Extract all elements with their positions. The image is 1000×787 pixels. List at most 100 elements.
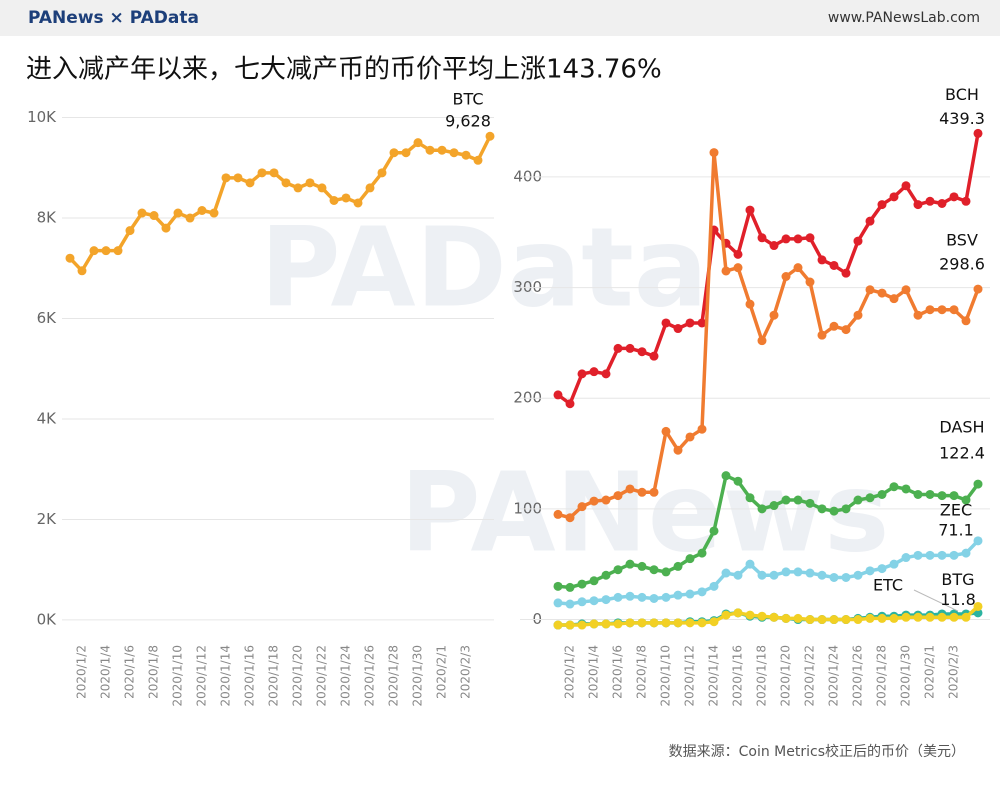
data-point bbox=[577, 369, 587, 379]
x-tick-label: 2020/1/14 bbox=[219, 645, 233, 707]
data-point bbox=[709, 148, 719, 158]
data-point bbox=[793, 567, 803, 577]
x-tick-label: 2020/2/3 bbox=[459, 645, 473, 699]
data-point bbox=[877, 288, 887, 298]
data-point bbox=[709, 581, 719, 591]
x-tick-label: 2020/1/26 bbox=[363, 645, 377, 707]
data-point bbox=[673, 590, 683, 600]
data-point bbox=[269, 168, 279, 178]
data-point bbox=[901, 181, 911, 191]
y-tick-label: 6K bbox=[37, 309, 58, 327]
data-point bbox=[649, 565, 659, 575]
data-point bbox=[125, 226, 135, 236]
data-point bbox=[649, 487, 659, 497]
data-point bbox=[937, 491, 947, 501]
data-point bbox=[485, 131, 495, 141]
leader-line bbox=[913, 589, 959, 612]
data-point bbox=[769, 570, 779, 580]
data-point bbox=[625, 618, 635, 628]
data-point bbox=[661, 567, 671, 577]
data-point bbox=[553, 620, 563, 630]
data-point bbox=[865, 566, 875, 576]
data-point bbox=[805, 498, 815, 508]
data-point bbox=[841, 615, 851, 625]
chart-title: 进入减产年以来，七大减产币的币价平均上涨143.76% bbox=[26, 55, 662, 85]
data-point bbox=[649, 351, 659, 361]
series-label: ZEC bbox=[940, 500, 972, 519]
data-point bbox=[589, 619, 599, 629]
y-tick-label: 4K bbox=[37, 409, 58, 427]
data-point bbox=[925, 550, 935, 560]
data-point bbox=[613, 343, 623, 353]
value-label: 11.8 bbox=[940, 590, 976, 609]
data-point bbox=[709, 526, 719, 536]
data-point bbox=[877, 489, 887, 499]
x-tick-label: 2020/1/2 bbox=[563, 645, 577, 699]
data-point bbox=[685, 318, 695, 328]
data-point bbox=[649, 593, 659, 603]
data-point bbox=[973, 536, 983, 546]
data-point bbox=[65, 253, 75, 263]
value-label: 71.1 bbox=[938, 520, 974, 539]
data-point bbox=[413, 138, 423, 148]
watermark: PANews bbox=[400, 448, 889, 576]
data-point bbox=[449, 148, 459, 158]
data-point bbox=[817, 330, 827, 340]
data-point bbox=[817, 615, 827, 625]
data-point bbox=[829, 615, 839, 625]
data-point bbox=[901, 285, 911, 295]
site-url: www.PANewsLab.com bbox=[828, 10, 980, 26]
x-tick-label: 2020/1/6 bbox=[123, 645, 137, 699]
data-point bbox=[709, 617, 719, 627]
data-point bbox=[745, 299, 755, 309]
value-label: 439.3 bbox=[939, 109, 985, 128]
data-point bbox=[925, 612, 935, 622]
data-point bbox=[913, 489, 923, 499]
x-tick-label: 2020/1/24 bbox=[827, 645, 841, 707]
data-point bbox=[685, 618, 695, 628]
data-point bbox=[805, 233, 815, 243]
data-point bbox=[901, 484, 911, 494]
data-point bbox=[697, 424, 707, 434]
data-point bbox=[601, 595, 611, 605]
data-point bbox=[565, 582, 575, 592]
series-label: BTG bbox=[941, 570, 974, 589]
source-note: 数据来源：Coin Metrics校正后的币价（美元） bbox=[669, 743, 965, 760]
data-point bbox=[589, 596, 599, 606]
data-point bbox=[461, 150, 471, 160]
data-point bbox=[961, 196, 971, 206]
data-point bbox=[565, 599, 575, 609]
data-point bbox=[377, 168, 387, 178]
data-point bbox=[577, 620, 587, 630]
data-point bbox=[817, 570, 827, 580]
data-point bbox=[565, 620, 575, 630]
data-point bbox=[161, 223, 171, 233]
data-point bbox=[793, 613, 803, 623]
x-tick-label: 2020/1/20 bbox=[779, 645, 793, 707]
data-point bbox=[589, 576, 599, 586]
data-point bbox=[961, 316, 971, 326]
data-point bbox=[209, 208, 219, 218]
data-point bbox=[961, 548, 971, 558]
data-point bbox=[137, 208, 147, 218]
data-point bbox=[437, 145, 447, 155]
x-tick-label: 2020/1/26 bbox=[851, 645, 865, 707]
data-point bbox=[781, 613, 791, 623]
data-point bbox=[425, 145, 435, 155]
x-tick-label: 2020/1/30 bbox=[899, 645, 913, 707]
data-point bbox=[973, 284, 983, 294]
data-point bbox=[805, 615, 815, 625]
data-point bbox=[757, 570, 767, 580]
data-point bbox=[853, 615, 863, 625]
data-point bbox=[841, 504, 851, 514]
data-point bbox=[221, 173, 231, 183]
data-point bbox=[553, 509, 563, 519]
data-point bbox=[937, 198, 947, 208]
data-point bbox=[317, 183, 327, 193]
x-tick-label: 2020/1/22 bbox=[315, 645, 329, 707]
data-point bbox=[853, 310, 863, 320]
data-point bbox=[877, 200, 887, 210]
data-point bbox=[949, 550, 959, 560]
data-point bbox=[553, 581, 563, 591]
data-point bbox=[577, 579, 587, 589]
